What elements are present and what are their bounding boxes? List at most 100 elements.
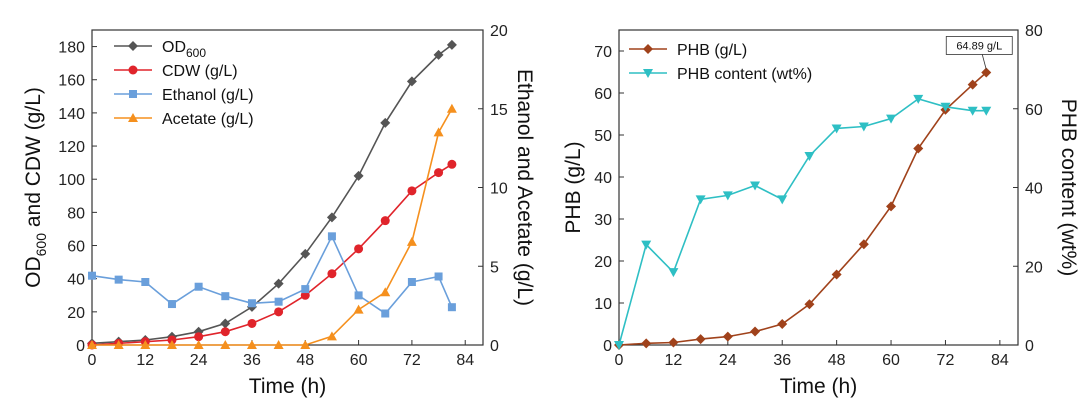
data-point <box>858 239 869 250</box>
y2-tick-label: 5 <box>490 259 499 276</box>
legend: OD600 CDW (g/L) Ethanol (g/L) Acetate (g/L) <box>114 39 254 128</box>
series-line-phb-content-wt <box>618 98 987 346</box>
legend-label-main: Ethanol (g/L) <box>162 87 254 104</box>
legend-label-main: CDW (g/L) <box>162 63 238 80</box>
data-point <box>967 106 978 116</box>
y-tick-label: 0 <box>603 338 612 355</box>
series-phb-content-wt <box>614 94 992 350</box>
y-tick-label: 80 <box>67 205 85 222</box>
y2-tick-label: 80 <box>1025 23 1043 40</box>
legend-marker <box>128 41 138 51</box>
y-axis-label-subscript: 600 <box>33 233 49 257</box>
data-point <box>433 127 444 137</box>
data-point <box>140 340 151 349</box>
data-point <box>750 326 761 337</box>
y-tick-label: 10 <box>594 296 612 313</box>
data-point <box>831 269 842 280</box>
data-point <box>88 271 96 280</box>
y2-tick-label: 20 <box>490 23 508 40</box>
legend-label: PHB content (wt%) <box>677 66 812 83</box>
data-point <box>220 327 230 337</box>
data-point <box>831 124 842 134</box>
y2-tick-label: 0 <box>1025 338 1034 355</box>
y-axis-label-part: and CDW (g/L) <box>22 87 45 233</box>
y-tick-label: 20 <box>594 254 612 271</box>
y-tick-label: 30 <box>594 212 612 229</box>
data-point <box>446 103 457 113</box>
data-point <box>913 94 924 104</box>
x-tick-label: 36 <box>773 352 791 369</box>
x-tick-label: 48 <box>828 352 846 369</box>
y-tick-label: 60 <box>594 86 612 103</box>
y-tick-label: 40 <box>67 272 85 289</box>
data-point <box>381 309 390 318</box>
data-point <box>274 307 284 317</box>
y-tick-label: 50 <box>594 128 612 145</box>
data-point <box>354 244 364 254</box>
y-axis-label: PHB (g/L) <box>562 141 585 233</box>
y-tick-label: 70 <box>594 44 612 61</box>
data-point <box>141 278 150 286</box>
y2-tick-label: 60 <box>1025 102 1043 119</box>
data-point <box>804 299 815 310</box>
legend-label: Acetate (g/L) <box>162 111 254 128</box>
data-point <box>194 332 204 342</box>
data-point <box>614 341 624 350</box>
data-point <box>446 39 457 50</box>
data-point <box>274 297 283 306</box>
y-tick-label: 120 <box>58 139 85 156</box>
data-point <box>695 334 706 345</box>
data-point <box>273 340 284 349</box>
data-point <box>114 275 123 284</box>
y2-tick-label: 0 <box>490 338 499 355</box>
data-point <box>722 191 733 201</box>
series-line-acetate-g-l <box>92 108 453 346</box>
data-point <box>326 212 337 223</box>
x-tick-label: 12 <box>665 352 683 369</box>
legend-label-main: OD <box>162 39 186 56</box>
data-point <box>886 201 897 212</box>
data-point <box>247 318 257 328</box>
data-point <box>87 340 97 349</box>
legend-label: OD600 <box>162 39 206 60</box>
data-point <box>967 79 978 90</box>
data-point <box>886 114 897 124</box>
data-point <box>981 106 992 116</box>
data-point <box>380 216 390 226</box>
y2-tick-label: 10 <box>490 181 508 198</box>
x-tick-label: 60 <box>882 352 900 369</box>
data-point <box>246 340 257 349</box>
data-point <box>447 303 456 312</box>
legend-label: CDW (g/L) <box>162 63 238 80</box>
data-point <box>777 195 788 205</box>
data-point <box>804 152 815 161</box>
data-point <box>722 331 733 342</box>
data-point <box>327 269 337 279</box>
y-axis-label-part: OD <box>22 256 45 288</box>
data-point <box>434 168 444 178</box>
y-tick-label: 40 <box>594 170 612 187</box>
data-point <box>981 67 992 78</box>
annotation-leader <box>981 54 987 70</box>
data-point <box>353 170 364 181</box>
data-point <box>167 300 176 309</box>
x-tick-label: 0 <box>615 352 624 369</box>
series-line-ethanol-g-l <box>91 234 453 315</box>
series-line-phb-g-l <box>618 71 987 346</box>
series-cdw-g-l <box>87 159 457 350</box>
legend-marker <box>128 113 138 122</box>
legend-marker <box>129 90 137 98</box>
data-point <box>221 292 230 301</box>
data-point <box>273 278 284 289</box>
data-point <box>166 340 177 349</box>
x-tick-label: 84 <box>456 352 474 369</box>
y-tick-label: 100 <box>58 172 85 189</box>
data-point <box>668 337 679 348</box>
x-tick-label: 12 <box>136 352 154 369</box>
legend-marker <box>643 69 653 78</box>
y2-tick-label: 40 <box>1025 181 1043 198</box>
data-point <box>220 340 231 349</box>
series-phb-g-l <box>614 67 992 350</box>
x-tick-label: 60 <box>350 352 368 369</box>
y-tick-label: 20 <box>67 305 85 322</box>
